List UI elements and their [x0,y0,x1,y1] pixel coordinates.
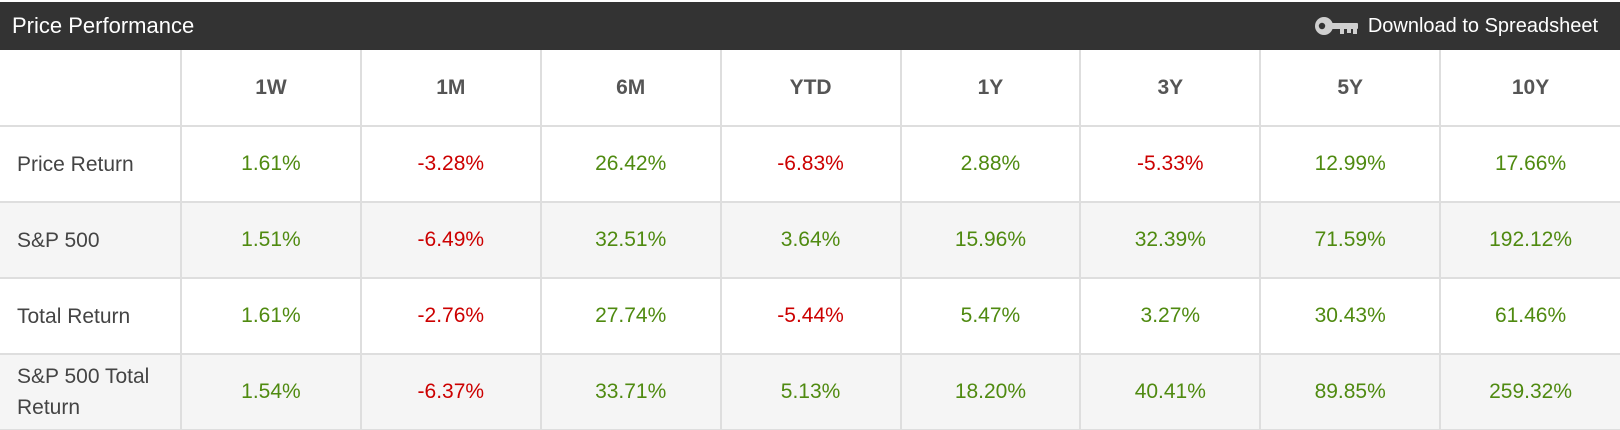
column-header-1m: 1M [359,50,542,127]
table-row: Price Return 1.61% -3.28% 26.42% -6.83% … [0,125,1620,203]
return-cell: 1.54% [180,353,362,430]
return-cell: -5.33% [1079,125,1262,203]
return-cell: 33.71% [539,353,722,430]
widget-title: Price Performance [12,13,195,38]
return-cell: 30.43% [1259,277,1442,355]
column-header-1w: 1W [180,50,362,127]
return-cell: 89.85% [1259,353,1442,430]
row-label: S&P 500 Total Return [0,353,182,430]
return-cell: 32.51% [539,201,722,279]
return-cell: 5.13% [719,353,902,430]
return-cell: 26.42% [539,125,722,203]
return-cell: -3.28% [359,125,542,203]
return-cell: 259.32% [1439,353,1620,430]
return-cell: -6.83% [719,125,902,203]
return-cell: -2.76% [359,277,542,355]
return-cell: 40.41% [1079,353,1262,430]
return-cell: 71.59% [1259,201,1442,279]
table-row: Total Return 1.61% -2.76% 27.74% -5.44% … [0,277,1620,355]
column-header-5y: 5Y [1259,50,1442,127]
column-header-3y: 3Y [1079,50,1262,127]
column-header-ytd: YTD [719,50,902,127]
return-cell: 1.61% [180,277,362,355]
performance-table: 1W 1M 6M YTD 1Y 3Y 5Y 10Y Price Return 1… [0,50,1620,430]
return-cell: 17.66% [1439,125,1620,203]
column-header-label [0,50,182,127]
return-cell: 192.12% [1439,201,1620,279]
download-to-spreadsheet-button[interactable]: Download to Spreadsheet [1314,14,1598,38]
return-cell: -5.44% [719,277,902,355]
column-header-1y: 1Y [899,50,1082,127]
return-cell: 1.61% [180,125,362,203]
table-row: S&P 500 1.51% -6.49% 32.51% 3.64% 15.96%… [0,201,1620,279]
table-row: S&P 500 Total Return 1.54% -6.37% 33.71%… [0,353,1620,430]
return-cell: 3.64% [719,201,902,279]
return-cell: -6.49% [359,201,542,279]
row-label: S&P 500 [0,201,182,279]
widget-header: Price Performance Download to Spreadshee… [0,2,1620,50]
column-header-10y: 10Y [1439,50,1620,127]
return-cell: 3.27% [1079,277,1262,355]
return-cell: 61.46% [1439,277,1620,355]
return-cell: 5.47% [899,277,1082,355]
key-icon [1314,17,1358,35]
return-cell: 32.39% [1079,201,1262,279]
row-label: Total Return [0,277,182,355]
download-label: Download to Spreadsheet [1367,14,1598,37]
return-cell: 18.20% [899,353,1082,430]
return-cell: 15.96% [899,201,1082,279]
return-cell: 27.74% [539,277,722,355]
column-header-6m: 6M [539,50,722,127]
row-label: Price Return [0,125,182,203]
return-cell: -6.37% [359,353,542,430]
return-cell: 12.99% [1259,125,1442,203]
table-header-row: 1W 1M 6M YTD 1Y 3Y 5Y 10Y [0,50,1620,127]
return-cell: 2.88% [899,125,1082,203]
return-cell: 1.51% [180,201,362,279]
